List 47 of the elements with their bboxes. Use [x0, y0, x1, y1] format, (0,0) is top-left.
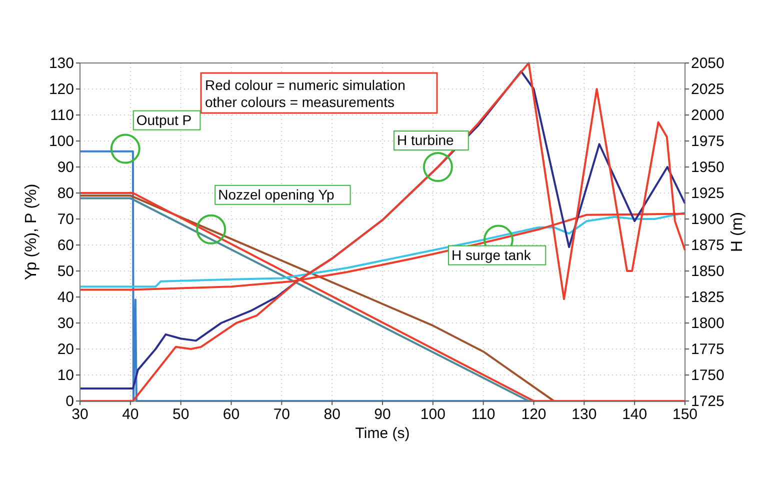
x-tick-label: 50 [172, 406, 190, 423]
x-tick-label: 90 [374, 406, 391, 423]
y2-tick-label: 2000 [691, 107, 724, 124]
x-axis-title: Time (s) [355, 425, 410, 442]
x-tick-label: 60 [222, 406, 240, 423]
x-tick-label: 110 [471, 406, 496, 423]
x-tick-label: 80 [324, 406, 340, 423]
y-tick-label: 100 [48, 133, 74, 150]
y2-axis-title: H (m) [729, 212, 746, 252]
y2-tick-label: 1975 [691, 133, 724, 150]
annotation: Output P [136, 112, 192, 128]
y2-tick-label: 2025 [691, 81, 724, 98]
y2-tick-label: 1775 [691, 341, 724, 358]
annotation: H turbine [396, 132, 454, 148]
y2-tick-label: 1950 [691, 159, 724, 176]
y2-tick-label: 1925 [691, 185, 724, 202]
y-tick-label: 10 [57, 367, 74, 384]
y2-tick-label: 1850 [691, 263, 724, 280]
y2-tick-label: 1825 [691, 289, 724, 306]
x-tick-label: 100 [420, 406, 446, 423]
y2-tick-label: 1750 [691, 367, 724, 384]
y2-tick-label: 1875 [691, 237, 724, 254]
y-tick-label: 110 [50, 107, 74, 124]
y2-tick-label: 1900 [691, 211, 724, 228]
y-tick-label: 50 [57, 263, 74, 280]
y-tick-label: 40 [57, 289, 74, 306]
y-tick-label: 0 [66, 393, 74, 410]
x-tick-label: 130 [572, 406, 597, 423]
y-tick-label: 120 [48, 81, 74, 98]
x-tick-label: 40 [122, 406, 139, 423]
annotation: H surge tank [451, 246, 532, 263]
y-tick-label: 20 [57, 341, 74, 358]
annotation: Nozzel opening Yp [218, 186, 335, 202]
y2-tick-label: 2050 [691, 55, 724, 72]
y-tick-label: 70 [57, 211, 74, 228]
y-tick-label: 30 [57, 315, 74, 332]
x-tick-label: 120 [521, 406, 546, 423]
y-tick-label: 130 [48, 55, 74, 72]
y-tick-label: 90 [57, 159, 74, 176]
x-tick-label: 30 [72, 406, 88, 423]
y-tick-label: 80 [57, 185, 74, 202]
y-axis-title: Yp (%), P (%) [23, 184, 40, 280]
x-tick-label: 70 [273, 406, 290, 423]
annotation: Red colour = numeric simulation other colours = measurements [205, 77, 406, 110]
x-tick-label: 140 [622, 406, 648, 423]
y-tick-label: 60 [57, 237, 74, 254]
y2-tick-label: 1800 [691, 315, 724, 332]
